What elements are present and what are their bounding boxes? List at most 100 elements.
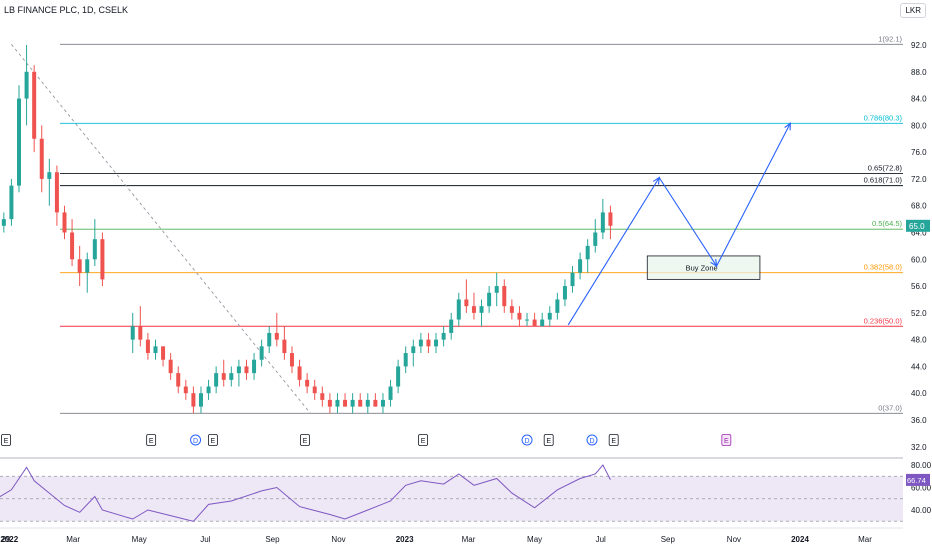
projection-arrowhead [653,176,660,185]
candle-body [411,346,416,354]
time-tick-label: Nov [727,535,741,544]
price-tick-label: 52.0 [911,309,927,318]
earnings-event-icon[interactable] [1,434,11,446]
fib-level-label: 1(92.1) [878,34,902,43]
candle-body [517,312,522,320]
candle-body [289,353,294,367]
candle-body [380,399,385,407]
time-tick-label: Sep [661,535,676,544]
candle-body [471,306,476,313]
candle-body [312,386,317,394]
candle-body [191,393,196,407]
price-tick-label: 92.0 [911,41,927,50]
time-tick-label: 29 [2,535,11,544]
earnings-event-icon[interactable] [721,434,732,446]
time-tick-label: 2024 [791,535,809,544]
candle-body [373,399,378,407]
candle-body [365,399,370,407]
projection-path[interactable] [567,123,791,326]
candle-body [456,299,461,320]
candle-body [532,319,537,327]
fibonacci-retracement[interactable]: 1(92.1) 0.786(80.3) 0.65(72.8) 0.618(71.0) 0… [60,34,903,414]
earnings-event-icon[interactable] [543,434,554,446]
price-tick-label: 44.0 [911,362,927,371]
candle-body [161,346,166,360]
candle-body [327,399,332,407]
dividend-event-icon[interactable] [586,434,598,446]
price-tick-label: 84.0 [911,95,927,104]
currency-badge[interactable]: LKR [900,3,926,18]
earnings-event-icon[interactable] [608,434,619,446]
time-tick-label: Sep [265,535,280,544]
candle-body [479,306,484,313]
candle-body [585,245,590,260]
earnings-event-icon[interactable] [146,434,157,446]
trendline[interactable] [11,44,311,414]
price-tick-label: 88.0 [911,68,927,77]
rsi-tick-label: 40.00 [911,506,932,515]
buy-zone-box[interactable] [646,255,761,280]
price-tick-label: 56.0 [911,282,927,291]
time-tick-label: 2023 [396,535,414,544]
time-tick-label: Nov [331,535,345,544]
candle-body [358,399,363,407]
rsi-tick-label: 80.00 [911,461,932,470]
price-tick-label: 64.0 [911,229,927,238]
candle-body [168,359,173,374]
candle-body [593,232,598,246]
candle-body [274,332,279,340]
earnings-event-label: E [724,438,729,445]
earnings-event-label: E [4,438,9,445]
dashed-trendline[interactable] [11,44,311,414]
time-tick-label: Mar [462,535,476,544]
dividend-event-label: D [589,438,594,445]
candle-body [176,373,181,387]
price-tick-label: 80.0 [911,121,927,130]
projection-arrowhead [710,258,718,268]
candle-body [502,286,507,307]
current-rsi-tag [906,473,930,486]
rsi-line [0,464,611,522]
price-tick-label: 32.0 [911,443,927,452]
fib-level-label: 0.786(80.3) [864,113,903,122]
price-tick-label: 76.0 [911,148,927,157]
fib-level-label: 0.236(50.0) [864,316,903,325]
dividend-event-icon[interactable] [190,434,202,446]
candle-body [236,366,241,374]
candle-body [229,373,234,380]
time-tick-label: May [527,535,542,544]
earnings-event-icon[interactable] [300,434,310,446]
time-tick-label: May [132,535,147,544]
candle-body [130,326,135,340]
candle-body [206,386,211,394]
candle-body [153,346,158,354]
chart-title: LB FINANCE PLC, 1D, CSELK [4,5,129,15]
dividend-event-icon[interactable] [521,434,533,446]
earnings-event-icon[interactable] [418,434,428,446]
earnings-event-icon[interactable] [207,434,218,446]
candle-body [547,312,552,320]
candle-body [221,373,226,380]
candle-body [85,259,90,273]
earnings-event-label: E [611,438,616,445]
candle-body [570,272,575,287]
earnings-event-label: E [421,438,426,445]
candle-body [145,339,150,354]
annotations[interactable]: Buy Zone [567,122,791,326]
candle-body [403,353,408,367]
rsi-pane [0,464,903,522]
candle-body [198,393,203,407]
current-rsi-label: 66.74 [907,476,926,485]
candle-body [47,172,52,179]
candle-body [100,239,105,280]
candle-body [426,339,431,347]
candle-body [305,379,310,387]
dividend-event-label: D [193,438,198,445]
candle-body [77,259,82,273]
candle-body [267,332,272,347]
candles [1,45,613,414]
candle-body [578,259,583,273]
candle-body [600,212,605,233]
